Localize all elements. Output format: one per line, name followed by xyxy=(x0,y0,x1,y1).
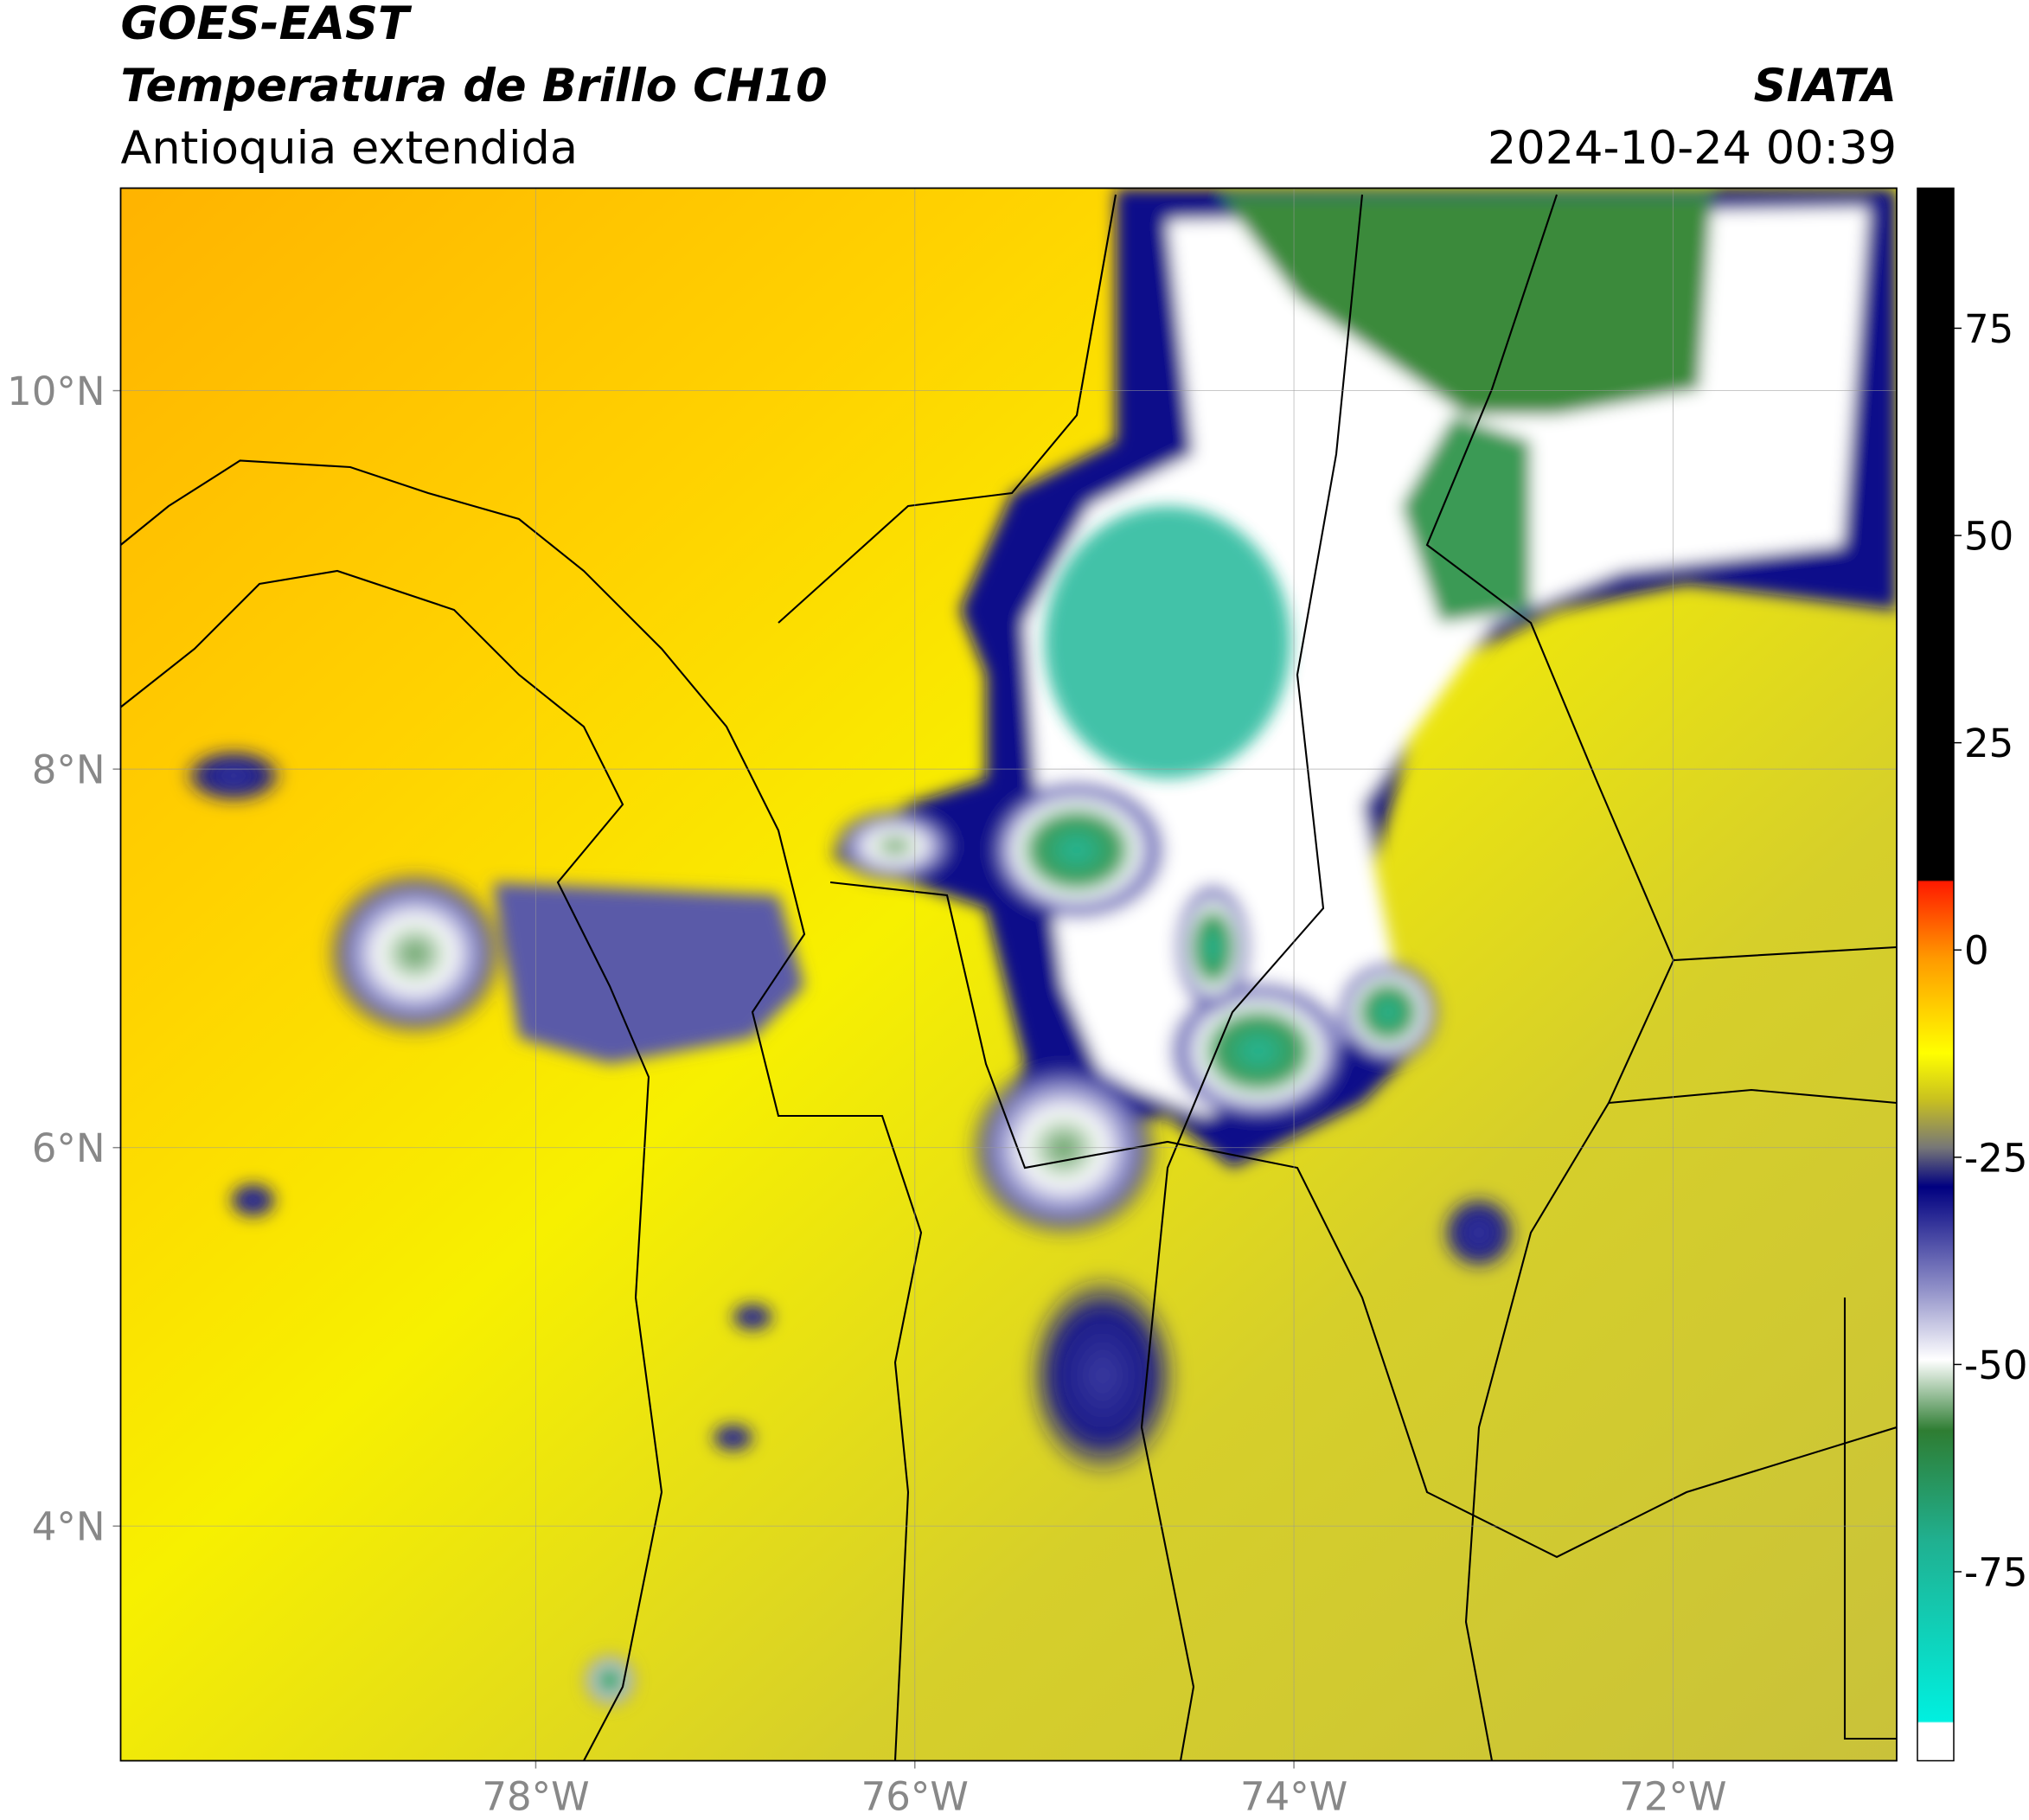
colorbar-tick-label: 50 xyxy=(1964,514,2013,560)
map-frame xyxy=(119,187,1898,1762)
region: Antioquia extendida xyxy=(121,122,579,175)
y-tick-label: 8°N xyxy=(32,747,106,793)
y-tick-label: 10°N xyxy=(7,368,105,414)
source: SIATA xyxy=(1754,60,1897,112)
colorbar-ticks: 75 50 25 0 -25 -50 -75 xyxy=(1954,306,2028,1595)
colorbar-tick-label: -25 xyxy=(1964,1135,2028,1181)
colorbar xyxy=(1917,187,1955,1762)
cloud-field xyxy=(182,188,1897,1707)
timestamp: 2024-10-24 00:39 xyxy=(1488,122,1897,175)
subtitle: Temperatura de Brillo CH10 xyxy=(121,60,828,112)
x-tick-label: 74°W xyxy=(1240,1774,1347,1817)
colorbar-tick-label: 75 xyxy=(1964,306,2013,352)
y-tick-label: 6°N xyxy=(32,1125,106,1171)
x-tick-label: 78°W xyxy=(482,1774,589,1817)
borders xyxy=(120,194,1897,1761)
colorbar-tick-label: -50 xyxy=(1964,1343,2028,1388)
y-tick-label: 4°N xyxy=(32,1504,106,1550)
graticule: 78°W 76°W 74°W 72°W 4°N 6°N 8°N 10°N xyxy=(7,188,1897,1820)
title: GOES-EAST xyxy=(121,0,413,50)
colorbar-tick-label: -75 xyxy=(1964,1549,2028,1595)
x-tick-label: 72°W xyxy=(1619,1774,1726,1817)
colorbar-tick-label: 0 xyxy=(1964,928,1989,974)
colorbar-tick-label: 25 xyxy=(1964,721,2013,766)
x-tick-label: 76°W xyxy=(861,1774,969,1817)
cold-core xyxy=(1044,506,1291,779)
map-image xyxy=(120,188,1897,1761)
